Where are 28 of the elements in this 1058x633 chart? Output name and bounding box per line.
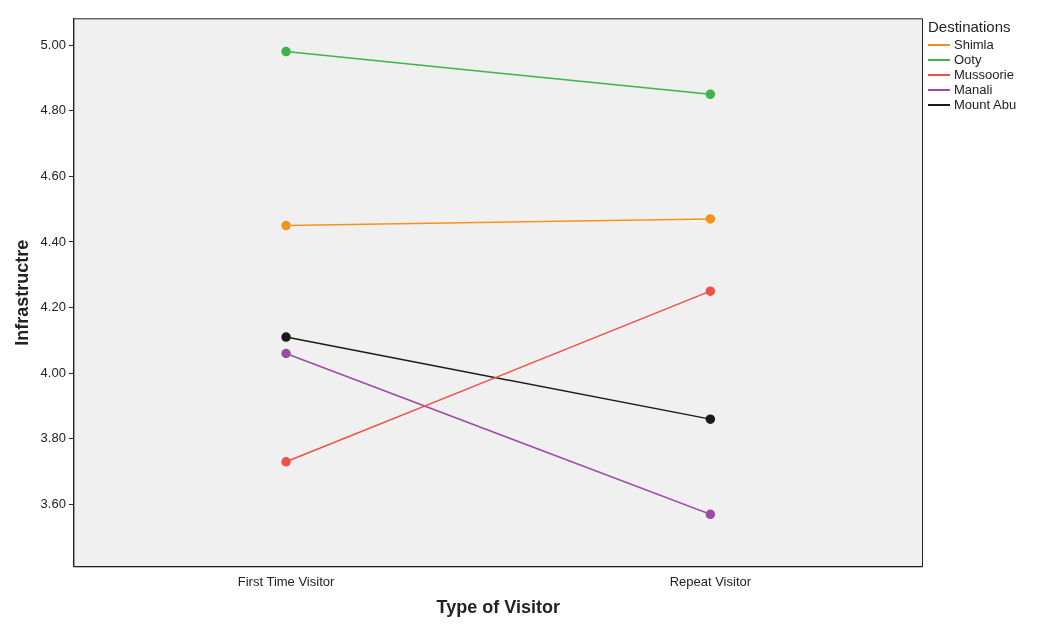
x-axis-title: Type of Visitor [436,597,560,618]
legend-label: Shimla [954,37,994,52]
legend-label: Manali [954,82,993,97]
y-axis-title: Infrastructre [11,239,32,346]
point [281,332,291,342]
y-tick-label: 4.60 [40,167,66,183]
y-tick-label: 4.40 [40,233,66,249]
legend-label: Mussoorie [954,67,1014,82]
y-tick-label: 4.20 [40,299,66,315]
y-tick-label: 3.60 [40,496,66,512]
y-tick-label: 5.00 [40,36,66,52]
point [705,509,716,520]
point [705,286,716,296]
legend-label: Ooty [954,52,982,67]
point [281,220,291,231]
point [281,457,291,467]
x-tick-label: First Time Visitor [237,574,335,590]
x-tick-label: Repeat Visitor [669,574,752,590]
point [281,348,291,359]
legend-label: Mount Abu [954,97,1017,112]
point [705,414,716,424]
point [705,214,716,224]
y-tick-label: 3.80 [40,430,66,446]
y-tick-label: 4.80 [40,102,66,118]
y-tick-label: 4.00 [40,364,66,380]
legend-title: Destinations [928,18,1012,35]
point [705,89,716,100]
point [281,46,291,57]
